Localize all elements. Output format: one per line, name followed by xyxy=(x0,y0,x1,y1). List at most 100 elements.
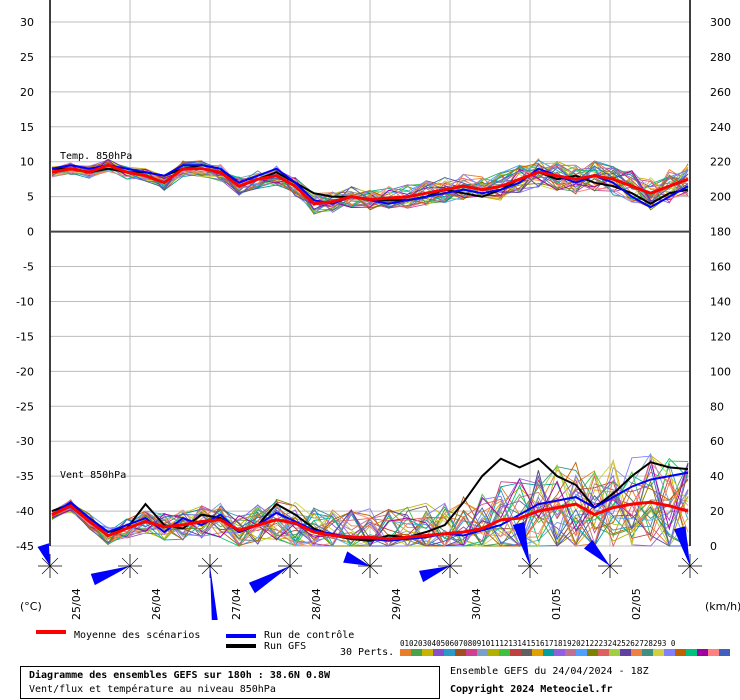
chart-subtitle: Vent/flux et température au niveau 850hP… xyxy=(29,684,276,695)
perturbation-swatch xyxy=(488,649,499,656)
right-tick-label: 160 xyxy=(710,261,731,274)
gfs-legend-line xyxy=(226,644,256,648)
perturbation-swatch xyxy=(576,649,587,656)
perturbation-swatches xyxy=(400,649,730,657)
x-axis-labels: 25/04 26/04 27/04 28/04 29/04 30/04 01/05 02/05 xyxy=(70,588,643,620)
main-lines xyxy=(51,163,689,542)
x-tick-label: 28/04 xyxy=(310,588,323,620)
left-tick-label: 0 xyxy=(27,226,34,239)
right-axis-ticks: 3002802602402202001801601401201008060402… xyxy=(710,16,731,553)
right-axis-unit: (km/h) xyxy=(705,600,740,613)
panel-labels: Temp. 850hPa Vent 850hPa xyxy=(60,151,132,481)
wind-rose-icon xyxy=(673,526,702,578)
perturbation-swatch xyxy=(554,649,565,656)
perturbation-swatch xyxy=(686,649,697,656)
x-tick-label: 29/04 xyxy=(390,588,403,620)
title-box: Diagramme des ensembles GEFS sur 180h : … xyxy=(20,666,440,699)
right-tick-label: 60 xyxy=(710,435,724,448)
wind-direction-arrows xyxy=(37,521,702,620)
wind-rose-icon xyxy=(198,554,222,620)
ensemble-member-line xyxy=(51,160,689,209)
right-tick-label: 140 xyxy=(710,295,731,308)
ensemble-member-line xyxy=(51,158,689,209)
left-tick-label: -20 xyxy=(16,365,34,378)
temp-panel-label: Temp. 850hPa xyxy=(60,151,132,162)
perturbation-swatch xyxy=(631,649,642,656)
left-tick-label: -15 xyxy=(16,330,34,343)
wind-wedge xyxy=(343,551,370,566)
left-tick-label: -35 xyxy=(16,470,34,483)
left-tick-label: 10 xyxy=(20,156,34,169)
perturbation-swatch xyxy=(598,649,609,656)
left-tick-label: -10 xyxy=(16,295,34,308)
control-legend-line xyxy=(226,634,256,638)
wind-wedge xyxy=(419,566,450,583)
perturbation-swatch xyxy=(664,649,675,656)
perturbation-swatch xyxy=(708,649,719,656)
perturbation-swatch xyxy=(455,649,466,656)
mean-legend-label: Moyenne des scénarios xyxy=(74,630,201,641)
control-legend-label: Run de contrôle xyxy=(264,630,355,641)
perturbation-swatch xyxy=(675,649,686,656)
right-tick-label: 180 xyxy=(710,226,731,239)
left-axis-unit: (°C) xyxy=(20,600,42,613)
x-tick-label: 01/05 xyxy=(550,588,563,620)
legend: Moyenne des scénarios Run de contrôle Ru… xyxy=(0,620,740,700)
wind-rose-icon xyxy=(90,554,142,586)
copyright: Copyright 2024 Meteociel.fr xyxy=(450,684,613,695)
right-tick-label: 300 xyxy=(710,16,731,29)
left-axis-ticks: 30 25 20 15 10 5 0 -5 -10 -15 -20 -25 -30 -35 -40 -45 xyxy=(16,16,34,553)
perturbation-swatch xyxy=(510,649,521,656)
left-tick-label: -25 xyxy=(16,400,34,413)
right-tick-label: 40 xyxy=(710,470,724,483)
perturbation-swatch xyxy=(543,649,554,656)
right-tick-label: 0 xyxy=(710,540,717,553)
right-tick-label: 200 xyxy=(710,191,731,204)
wind-rose-icon xyxy=(343,551,382,578)
wind-wedge xyxy=(210,566,218,620)
wind-panel-label: Vent 850hPa xyxy=(60,470,126,481)
gfs-line xyxy=(51,457,689,542)
perturbation-swatch xyxy=(521,649,532,656)
perturbation-swatch xyxy=(532,649,543,656)
grid xyxy=(49,0,691,547)
right-tick-label: 260 xyxy=(710,86,731,99)
run-info: Ensemble GEFS du 24/04/2024 - 18Z xyxy=(450,666,649,677)
chart-title: Diagramme des ensembles GEFS sur 180h : … xyxy=(29,670,331,681)
perts-legend-label: 30 Perts. xyxy=(340,647,395,658)
wind-rose-icon xyxy=(583,539,622,578)
left-tick-label: 25 xyxy=(20,51,34,64)
right-tick-label: 220 xyxy=(710,156,731,169)
mean-line xyxy=(51,163,689,206)
perturbation-swatch xyxy=(565,649,576,656)
perturbation-swatch xyxy=(697,649,708,656)
wind-wedge xyxy=(673,526,690,566)
wind-wedge xyxy=(248,566,290,594)
gfs-legend-label: Run GFS xyxy=(264,641,307,652)
perturbation-swatch xyxy=(609,649,620,656)
left-tick-label: -40 xyxy=(16,505,34,518)
perturbation-swatch xyxy=(444,649,455,656)
wind-wedge xyxy=(583,539,610,566)
right-tick-label: 100 xyxy=(710,365,731,378)
perturbation-swatch xyxy=(587,649,598,656)
perturbation-swatch xyxy=(411,649,422,656)
mean-line xyxy=(51,500,689,541)
mean-legend-line xyxy=(36,630,66,634)
right-tick-label: 280 xyxy=(710,51,731,64)
left-tick-label: 30 xyxy=(20,16,34,29)
left-tick-label: 5 xyxy=(27,191,34,204)
right-tick-label: 20 xyxy=(710,505,724,518)
wind-wedge xyxy=(90,566,130,586)
perturbation-swatch xyxy=(433,649,444,656)
perturbation-numbers: 0102030405060708091011121314151617181920… xyxy=(400,639,676,648)
wind-rose-icon xyxy=(512,521,542,578)
left-tick-label: -5 xyxy=(23,261,34,274)
perturbation-swatch xyxy=(466,649,477,656)
perturbation-swatch xyxy=(653,649,664,656)
x-tick-label: 30/04 xyxy=(470,588,483,620)
right-tick-label: 80 xyxy=(710,400,724,413)
perturbation-swatch xyxy=(642,649,653,656)
perturbation-swatch xyxy=(400,649,411,656)
wind-rose-icon xyxy=(37,543,62,578)
